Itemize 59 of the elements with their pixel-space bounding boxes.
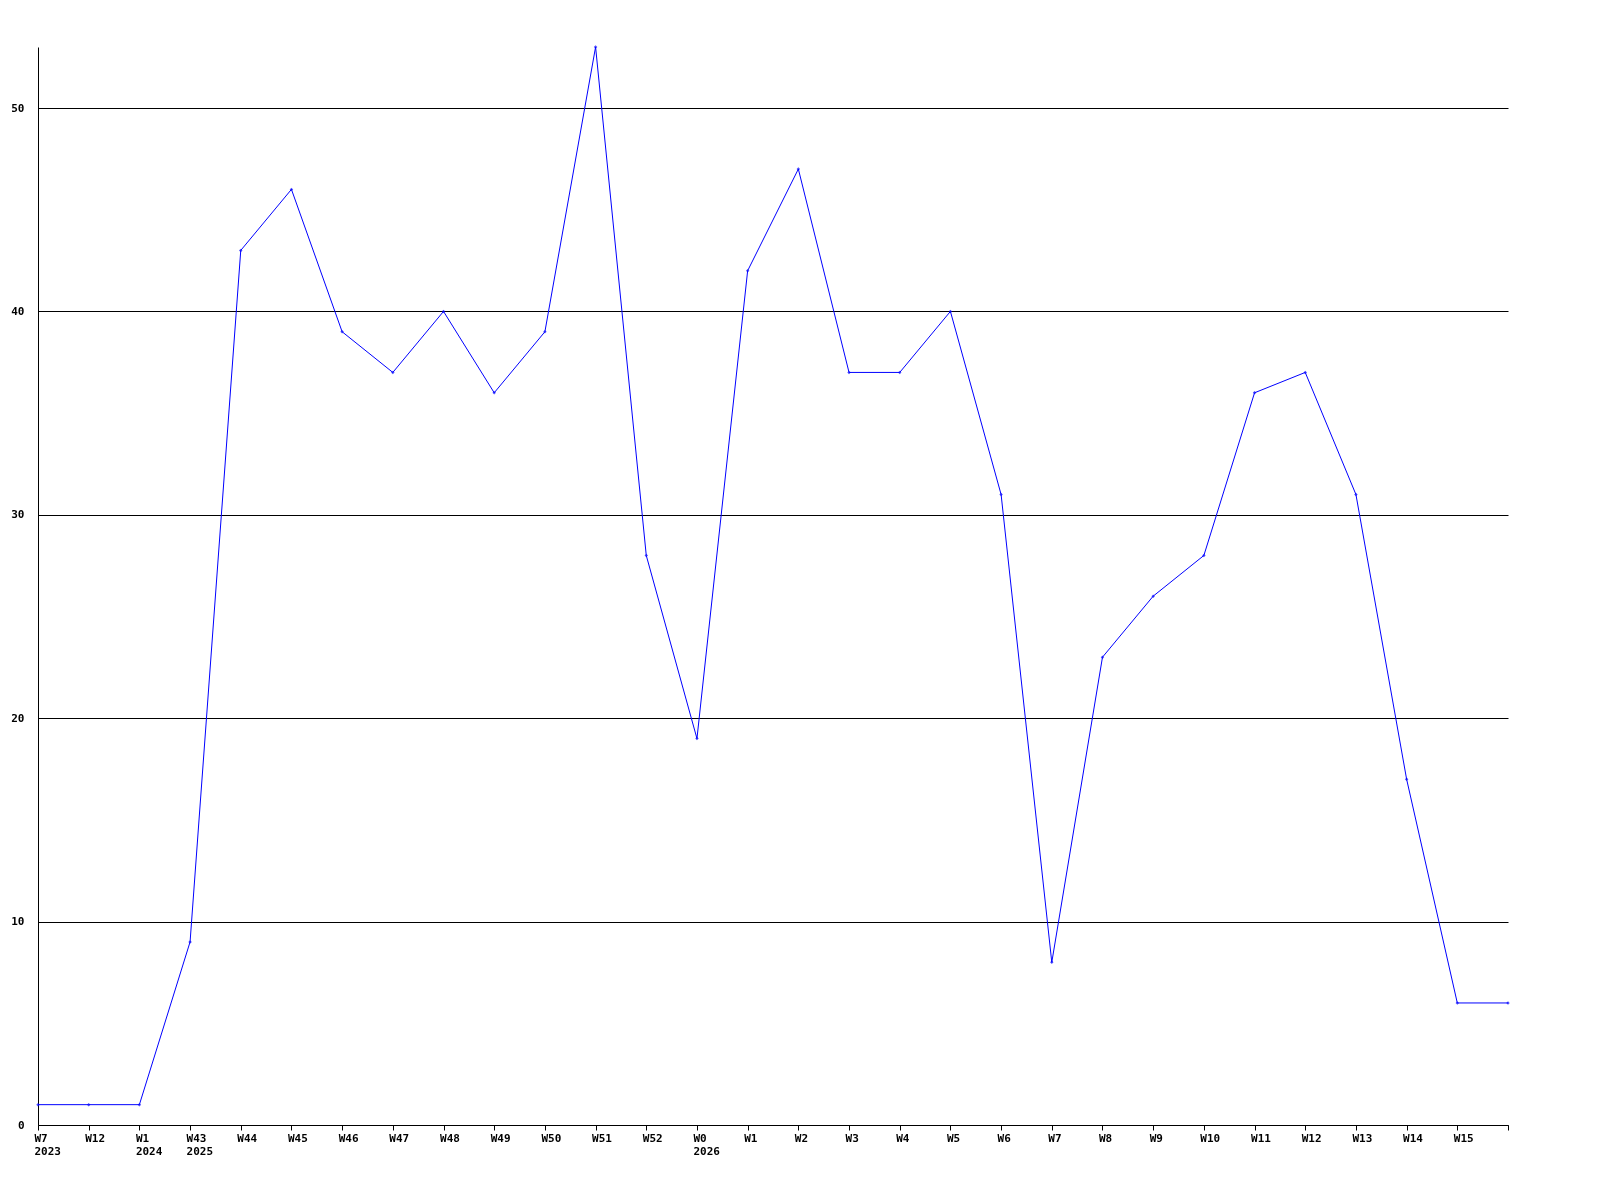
x-tick-label: W13 bbox=[1352, 1131, 1373, 1145]
point bbox=[745, 269, 750, 273]
x-tick-label: W46 bbox=[338, 1131, 359, 1145]
x-tick-label: W11 bbox=[1251, 1131, 1272, 1145]
point bbox=[847, 370, 851, 375]
point bbox=[1100, 655, 1105, 659]
y-tick-label: 30 bbox=[11, 508, 25, 522]
point bbox=[1151, 594, 1155, 598]
x-tick-label: W7 2023 bbox=[34, 1131, 61, 1158]
x-tick-label: W5 bbox=[946, 1131, 961, 1145]
point bbox=[695, 736, 699, 741]
x-tick-label: W44 bbox=[237, 1131, 258, 1145]
point bbox=[1354, 492, 1358, 497]
point bbox=[999, 492, 1003, 497]
y-tick-label: 10 bbox=[11, 915, 25, 929]
point bbox=[492, 391, 496, 395]
point bbox=[1050, 960, 1054, 965]
x-tick-label: W12 bbox=[1301, 1131, 1322, 1145]
x-tick-label: W12 bbox=[85, 1131, 106, 1145]
x-tick-label: W8 bbox=[1098, 1131, 1113, 1145]
point bbox=[86, 1102, 91, 1107]
x-tick-label: W6 bbox=[997, 1131, 1012, 1145]
x-tick-label: W45 bbox=[287, 1131, 308, 1145]
point bbox=[543, 330, 547, 334]
x-tick-label: W2 bbox=[794, 1131, 809, 1145]
x-tick-label: W14 bbox=[1403, 1131, 1424, 1145]
x-tick-label: W1 2024 bbox=[135, 1131, 163, 1158]
x-tick-label: W50 bbox=[541, 1131, 562, 1145]
point bbox=[1252, 391, 1257, 395]
x-tick-label: W7 bbox=[1048, 1131, 1062, 1145]
x-tick-label: W15 bbox=[1453, 1131, 1474, 1145]
point bbox=[796, 167, 801, 171]
x-tick-label: W52 bbox=[642, 1131, 663, 1145]
x-tick-label: W51 bbox=[592, 1131, 613, 1145]
point bbox=[1303, 370, 1307, 375]
point bbox=[1404, 777, 1409, 781]
y-tick-label: 50 bbox=[11, 101, 25, 115]
point bbox=[137, 1102, 142, 1107]
x-tick-label: W48 bbox=[440, 1131, 460, 1145]
point bbox=[897, 370, 902, 375]
x-tick-label: W3 bbox=[845, 1131, 859, 1145]
x-tick-label: W1 bbox=[744, 1131, 758, 1145]
x-tick-label: W4 bbox=[896, 1131, 910, 1145]
y-tick-label: 40 bbox=[11, 304, 25, 318]
x-tick-label: W49 bbox=[490, 1131, 511, 1145]
x-tick-label: W9 bbox=[1149, 1131, 1163, 1145]
x-tick-label: W47 bbox=[389, 1131, 410, 1145]
point bbox=[1202, 553, 1206, 558]
y-tick-label: 0 bbox=[17, 1118, 25, 1132]
point bbox=[340, 330, 344, 334]
x-tick-label: W0 2026 bbox=[693, 1131, 721, 1158]
x-tick-label: W43 2025 bbox=[186, 1131, 214, 1158]
point bbox=[1455, 1001, 1460, 1005]
point bbox=[593, 45, 598, 49]
point bbox=[391, 370, 395, 375]
x-tick-label: W10 bbox=[1200, 1131, 1221, 1145]
point bbox=[239, 248, 243, 253]
point bbox=[36, 1102, 40, 1107]
y-tick-label: 20 bbox=[11, 711, 25, 725]
